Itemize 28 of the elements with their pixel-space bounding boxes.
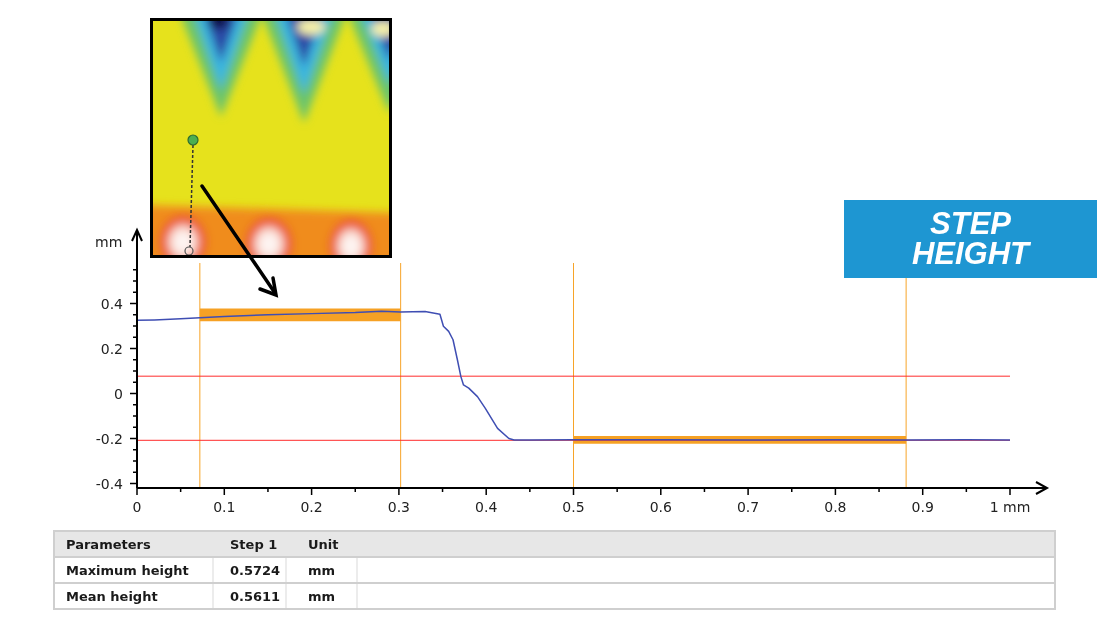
- data-label: 0.5611: [230, 588, 281, 604]
- y-tick-label: -0.2: [95, 430, 123, 447]
- x-tick-label: 1 mm: [989, 499, 1031, 515]
- y-axis-title: mm: [95, 234, 123, 250]
- x-tick-label: 0.7: [736, 499, 760, 515]
- x-tick-label: 0: [132, 499, 142, 515]
- y-tick-label: 0.2: [100, 340, 123, 357]
- x-tick-label: 0.2: [300, 499, 323, 515]
- x-tick-label: 0.6: [649, 499, 673, 515]
- x-tick-label: 0.9: [911, 499, 934, 515]
- x-tick-label: 0.4: [475, 499, 498, 515]
- table-header: Parameters Step 1 Unit: [55, 532, 1054, 556]
- chart-title: STEP HEIGHT: [910, 206, 1032, 271]
- x-tick-label: 0.5: [562, 499, 585, 515]
- y-tick-label: 0: [114, 385, 123, 402]
- text: mm: [308, 562, 336, 578]
- text: mm: [308, 588, 336, 604]
- x-tick-label: 0.1: [213, 499, 236, 515]
- data-label: 0.5724: [230, 562, 281, 578]
- title-banner: STEP HEIGHT: [844, 200, 1097, 278]
- category-label: Mean height: [66, 588, 158, 604]
- y-tick-label: 0.4: [100, 295, 124, 312]
- y-tick-label: -0.4: [95, 475, 124, 492]
- x-tick-label: 0.8: [824, 499, 847, 515]
- x-tick-label: 0.3: [387, 499, 411, 515]
- line-series: [137, 310, 1010, 441]
- category-label: Maximum height: [66, 562, 189, 578]
- series-label: Step 1: [230, 536, 278, 552]
